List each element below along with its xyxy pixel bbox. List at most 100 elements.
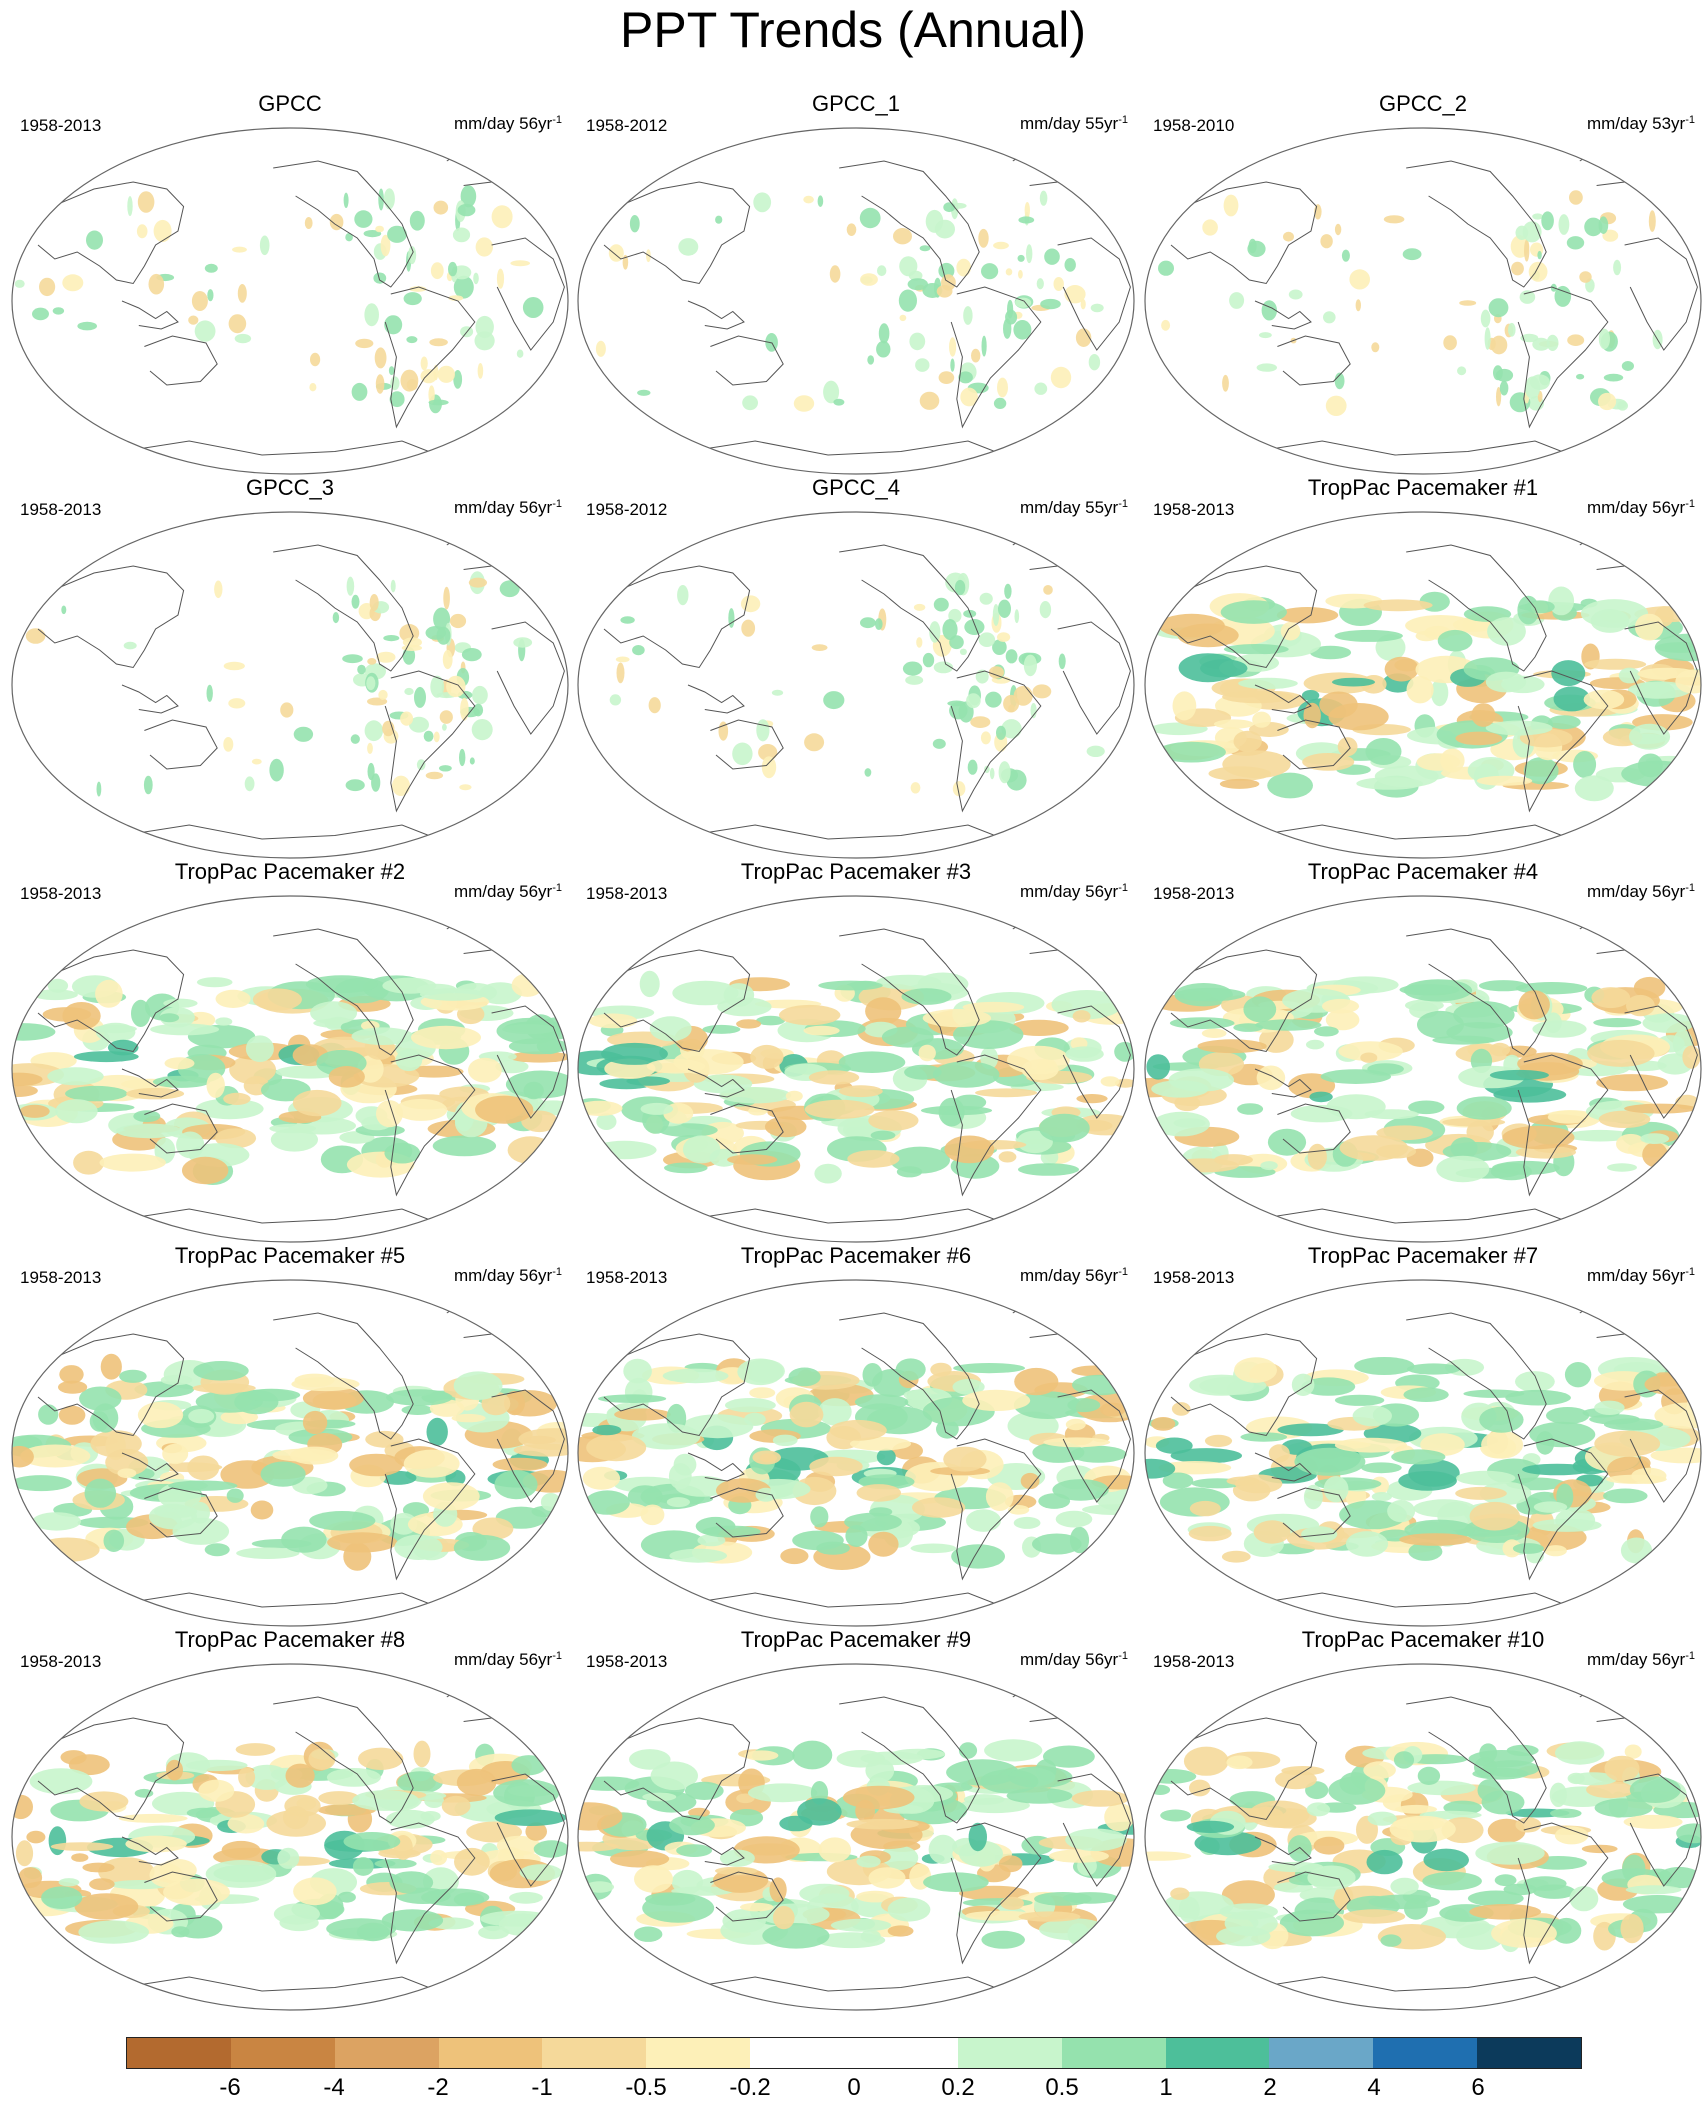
trend-patch <box>389 1871 434 1894</box>
trend-patch <box>419 988 487 1001</box>
trend-patch <box>1334 223 1342 236</box>
map-plot <box>11 1279 569 1627</box>
trend-patch <box>1151 1417 1176 1431</box>
trend-patch <box>963 306 973 325</box>
map-border <box>1144 895 1702 1243</box>
trend-patch <box>205 1860 277 1888</box>
coastlines <box>598 530 1131 843</box>
trend-patch <box>856 1484 902 1502</box>
trend-patch <box>1537 250 1542 260</box>
trend-patch <box>1034 1892 1092 1906</box>
trend-patch <box>1475 1841 1545 1865</box>
panel-units-exponent: -1 <box>1685 114 1695 126</box>
trend-patch <box>1189 1779 1211 1797</box>
trend-patch <box>238 1767 256 1788</box>
trend-patch <box>1408 1100 1445 1115</box>
trend-patch <box>493 1779 560 1807</box>
trend-patch <box>1682 1045 1701 1069</box>
trend-patch <box>1013 1516 1041 1529</box>
trend-patch <box>938 371 955 384</box>
trend-patch <box>596 1113 617 1130</box>
trend-patch <box>433 607 451 631</box>
coastline <box>687 1208 1013 1227</box>
coastline <box>384 1822 476 1965</box>
trend-patch <box>978 228 989 248</box>
trend-patch <box>578 1802 623 1831</box>
map-plot <box>1144 127 1702 475</box>
trend-patch <box>42 1007 92 1022</box>
trend-patch <box>809 1456 863 1477</box>
trend-patch <box>293 726 314 742</box>
trend-patch <box>993 397 1007 409</box>
trend-patch <box>327 1532 398 1553</box>
trend-patch <box>1174 1095 1201 1112</box>
trend-patch <box>472 685 488 705</box>
trend-patch <box>1569 190 1583 205</box>
trend-patch <box>446 675 466 698</box>
trend-patch <box>389 391 405 408</box>
trend-patch <box>1313 1836 1345 1855</box>
trend-patch <box>793 395 815 412</box>
trend-patch <box>1363 1761 1396 1779</box>
trend-patch <box>742 395 758 411</box>
trend-patch <box>1594 1400 1625 1415</box>
colorbar-tick-label: -0.5 <box>625 2074 667 2101</box>
trend-patch <box>1634 613 1664 641</box>
trend-patch <box>227 1814 265 1834</box>
map-border <box>577 511 1135 859</box>
trend-patch <box>285 1763 315 1788</box>
colorbar-tick-label: -2 <box>427 2074 449 2101</box>
trend-field <box>595 190 1104 412</box>
panel-units-exponent: -1 <box>552 1266 562 1278</box>
trend-patch <box>308 1748 336 1770</box>
trend-patch <box>1558 214 1570 235</box>
trend-patch <box>792 1740 833 1770</box>
trend-patch <box>433 200 449 215</box>
trend-patch <box>198 1779 235 1802</box>
trend-patch <box>172 1517 230 1545</box>
coastline <box>1517 670 1609 813</box>
trend-patch <box>41 1886 83 1909</box>
trend-patch <box>511 973 544 997</box>
trend-patch <box>844 1512 902 1532</box>
coastline <box>384 670 476 813</box>
trend-patch <box>192 1383 256 1394</box>
trend-patch <box>369 594 379 611</box>
trend-patch <box>632 645 645 656</box>
trend-patch <box>1398 1471 1457 1491</box>
coastline <box>1254 440 1580 459</box>
trend-patch <box>736 1019 762 1029</box>
map-border <box>11 1663 569 2011</box>
trend-patch <box>1044 248 1060 265</box>
trend-patch <box>1222 374 1229 392</box>
trend-patch <box>35 1537 100 1562</box>
panel-units-text: mm/day 56yr <box>1019 882 1119 901</box>
panel-title: TropPac Pacemaker #4 <box>1307 859 1539 884</box>
colorbar-tick-label: 6 <box>1471 2074 1485 2101</box>
trend-patch <box>1146 1054 1170 1080</box>
coastline <box>1254 1592 1580 1611</box>
trend-patch <box>461 648 482 662</box>
trend-patch <box>1532 337 1550 351</box>
trend-patch <box>965 1910 1037 1921</box>
trend-patch <box>116 1123 183 1139</box>
trend-patch <box>1489 1069 1549 1081</box>
trend-patch <box>475 315 494 339</box>
trend-patch <box>1522 1463 1593 1476</box>
trend-patch <box>752 1450 781 1465</box>
panel-title: GPCC_4 <box>811 475 901 500</box>
trend-patch <box>92 1403 119 1433</box>
map-border <box>1144 1279 1702 1627</box>
trend-patch <box>823 380 840 404</box>
trend-patch <box>251 758 262 765</box>
coastline <box>1012 146 1070 186</box>
trend-patch <box>804 1099 875 1119</box>
trend-patch <box>237 284 247 303</box>
trend-patch <box>1535 1431 1555 1455</box>
trend-field <box>12 973 568 1185</box>
trend-patch <box>1633 976 1666 999</box>
trend-patch <box>740 1902 774 1912</box>
trend-patch <box>1466 1120 1494 1144</box>
trend-field <box>1158 190 1663 416</box>
trend-patch <box>193 1361 249 1381</box>
